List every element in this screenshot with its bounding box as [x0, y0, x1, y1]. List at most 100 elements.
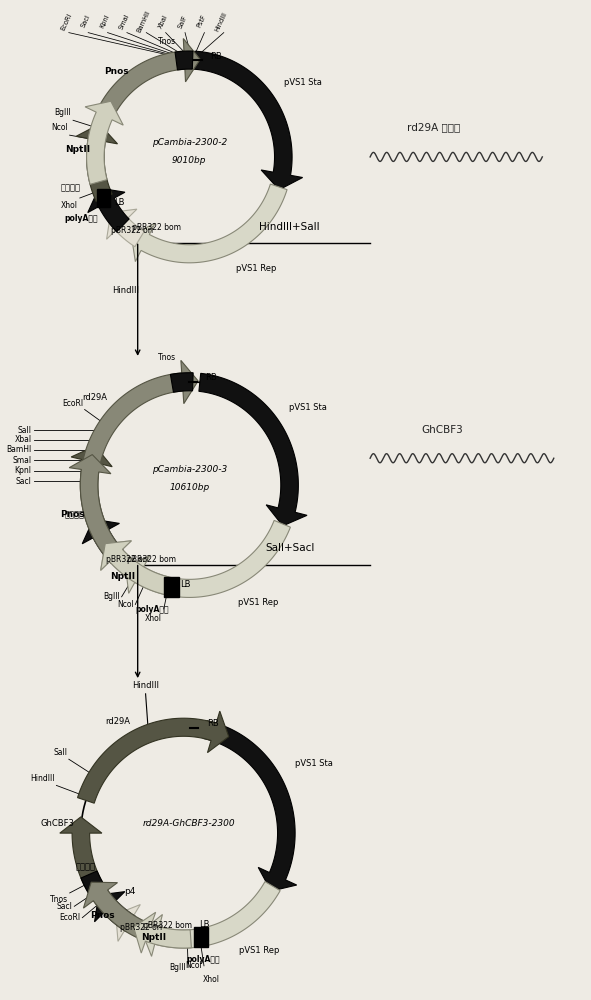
Text: EcoRI: EcoRI — [62, 399, 83, 408]
FancyBboxPatch shape — [164, 577, 179, 597]
Text: p4: p4 — [124, 887, 135, 896]
Text: 10610bp: 10610bp — [169, 483, 209, 492]
Text: KpnI: KpnI — [15, 466, 31, 475]
Text: Pnos: Pnos — [90, 911, 115, 920]
Polygon shape — [175, 51, 193, 70]
Text: BamHII: BamHII — [136, 9, 151, 33]
Text: HindIII+SalI: HindIII+SalI — [259, 222, 320, 232]
Text: SalF: SalF — [177, 14, 188, 29]
Polygon shape — [76, 124, 118, 202]
Polygon shape — [77, 711, 229, 803]
Text: pCambia-2300-3: pCambia-2300-3 — [152, 465, 227, 474]
Text: RB: RB — [207, 719, 219, 728]
Polygon shape — [95, 892, 135, 932]
Text: RB: RB — [206, 373, 217, 382]
Text: SalI: SalI — [53, 748, 67, 757]
Text: pVS1 Sta: pVS1 Sta — [295, 759, 333, 768]
Text: XhoI: XhoI — [203, 975, 220, 984]
Text: NcoI: NcoI — [117, 600, 134, 609]
Text: LB: LB — [115, 198, 125, 207]
Text: GhCBF3: GhCBF3 — [421, 425, 463, 435]
Text: EcoRI: EcoRI — [60, 12, 73, 31]
Polygon shape — [88, 188, 129, 232]
Text: 卡那霉素: 卡那霉素 — [76, 862, 96, 871]
Text: BglII: BglII — [54, 108, 72, 117]
Polygon shape — [142, 882, 280, 956]
Polygon shape — [100, 541, 169, 595]
FancyBboxPatch shape — [98, 189, 111, 207]
Text: EcoRI: EcoRI — [60, 913, 80, 922]
Text: BamHI: BamHI — [7, 445, 31, 454]
Text: pCambia-2300-2: pCambia-2300-2 — [152, 138, 227, 147]
Text: Pnos: Pnos — [60, 510, 85, 519]
Polygon shape — [81, 871, 106, 899]
Text: pBR322 ori: pBR322 ori — [111, 226, 153, 235]
Text: rd29A 启动子: rd29A 启动子 — [407, 122, 460, 132]
Text: pBR322 bom: pBR322 bom — [132, 223, 181, 232]
Text: SmaI: SmaI — [12, 456, 31, 465]
Text: Tnos: Tnos — [50, 895, 68, 904]
Text: polyA信号: polyA信号 — [135, 605, 169, 614]
Polygon shape — [203, 721, 297, 891]
Text: pBR322 ori: pBR322 ori — [119, 923, 162, 932]
Text: Tnos: Tnos — [158, 37, 176, 46]
Text: NcoI: NcoI — [186, 961, 202, 970]
Polygon shape — [199, 373, 307, 526]
Text: pVS1 Sta: pVS1 Sta — [284, 78, 322, 87]
Text: SacI: SacI — [57, 902, 73, 911]
Polygon shape — [82, 519, 124, 563]
Text: XhoI: XhoI — [145, 614, 162, 623]
Text: SalI: SalI — [18, 426, 31, 435]
Polygon shape — [106, 209, 144, 247]
Text: pVS1 Rep: pVS1 Rep — [236, 264, 276, 273]
Text: SmaI: SmaI — [118, 13, 131, 30]
Text: PstF: PstF — [196, 14, 207, 29]
Text: RB: RB — [210, 52, 222, 61]
Text: Pnos: Pnos — [103, 67, 128, 76]
Text: rd29A: rd29A — [106, 717, 131, 726]
Text: HindIII: HindIII — [132, 681, 159, 690]
Text: pVS1 Rep: pVS1 Rep — [238, 598, 278, 607]
Polygon shape — [85, 101, 124, 184]
Text: pBR322 ori: pBR322 ori — [106, 555, 148, 564]
Text: LB: LB — [180, 580, 191, 589]
Text: Tnos: Tnos — [158, 353, 177, 362]
Text: BglII: BglII — [170, 963, 186, 972]
Polygon shape — [116, 905, 155, 942]
Polygon shape — [83, 882, 148, 940]
Text: pBR322 bom: pBR322 bom — [143, 921, 192, 930]
Text: NptII: NptII — [110, 572, 135, 581]
Text: BglII: BglII — [103, 592, 120, 601]
Text: pVS1 Sta: pVS1 Sta — [289, 403, 327, 412]
Text: polyA信号: polyA信号 — [65, 214, 99, 223]
Text: XbaI: XbaI — [14, 435, 31, 444]
Text: 卡那霉素: 卡那霉素 — [60, 183, 80, 192]
Text: rd29A-GhCBF3-2300: rd29A-GhCBF3-2300 — [143, 819, 236, 828]
Polygon shape — [69, 455, 119, 557]
Text: XhoI: XhoI — [61, 201, 78, 210]
Text: HindIII: HindIII — [30, 774, 55, 783]
Text: rd29A: rd29A — [82, 393, 108, 402]
Text: pVS1 Rep: pVS1 Rep — [239, 946, 280, 955]
Text: pBR322 bom: pBR322 bom — [126, 555, 176, 564]
Text: SalI+SacI: SalI+SacI — [265, 543, 314, 553]
Text: SacI: SacI — [80, 14, 91, 29]
Text: 卡那霉素: 卡那霉素 — [65, 511, 85, 520]
Polygon shape — [131, 184, 287, 263]
Text: HindIII: HindIII — [214, 11, 228, 32]
Text: HindIII: HindIII — [112, 286, 139, 295]
Polygon shape — [99, 39, 200, 116]
Polygon shape — [134, 912, 191, 953]
FancyBboxPatch shape — [194, 927, 209, 947]
Text: XbaI: XbaI — [157, 13, 169, 29]
Polygon shape — [60, 817, 112, 907]
Text: GhCBF3: GhCBF3 — [41, 819, 74, 828]
Polygon shape — [83, 360, 198, 465]
Polygon shape — [170, 373, 193, 392]
Text: LB: LB — [199, 920, 210, 929]
Text: NptII: NptII — [65, 145, 90, 154]
Text: SacI: SacI — [15, 477, 31, 486]
Text: 9010bp: 9010bp — [172, 156, 207, 165]
Polygon shape — [71, 446, 112, 533]
Text: NptII: NptII — [141, 933, 167, 942]
